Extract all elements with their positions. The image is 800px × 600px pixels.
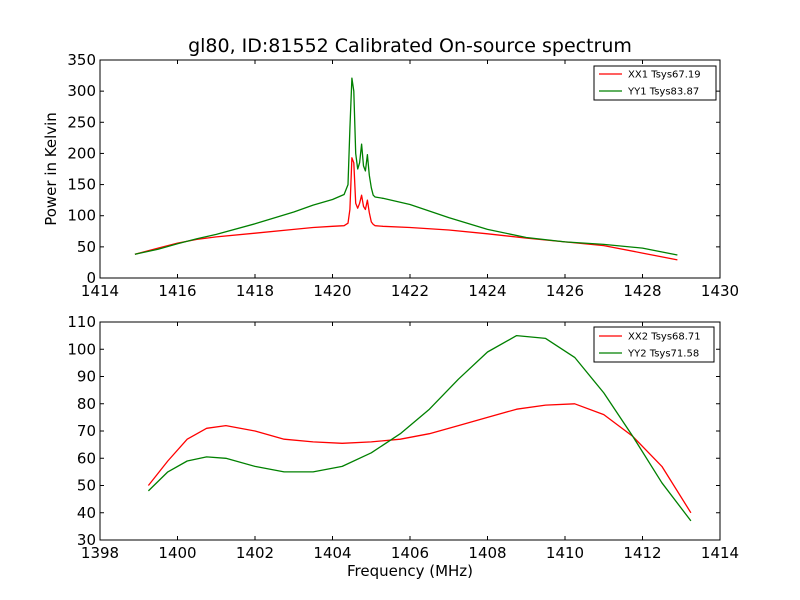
y-tick-label: 30 bbox=[77, 531, 96, 549]
y-tick-label: 40 bbox=[77, 504, 96, 522]
y-tick-label: 90 bbox=[77, 368, 96, 386]
top-chart-panel: gl80, ID:81552 Calibrated On-source spec… bbox=[42, 35, 739, 300]
y-tick-label: 60 bbox=[77, 449, 96, 467]
y-tick-label: 0 bbox=[86, 269, 96, 287]
series-line-0-1 bbox=[134, 77, 678, 256]
chart-title: gl80, ID:81552 Calibrated On-source spec… bbox=[188, 35, 632, 57]
top-plot-area: 1414 1416 1418 1420 1422 1424 1426 1428 1430 0 50 1… bbox=[67, 51, 739, 300]
bottom-legend: XX2 Tsys68.71 YY2 Tsys71.58 bbox=[593, 326, 715, 363]
y-tick-label: 250 bbox=[67, 113, 96, 131]
x-axis-label: Frequency (MHz) bbox=[347, 562, 473, 580]
x-tick-label: 1426 bbox=[546, 282, 584, 300]
series-line-0-0 bbox=[134, 157, 678, 261]
x-tick-label: 1408 bbox=[468, 544, 506, 562]
legend-label-xx1: XX1 Tsys67.19 bbox=[628, 70, 701, 81]
y-tick-label: 200 bbox=[67, 144, 96, 162]
x-tick-label: 1422 bbox=[391, 282, 429, 300]
x-tick-label: 1400 bbox=[158, 544, 196, 562]
x-tick-label: 1414 bbox=[81, 282, 119, 300]
x-tick-label: 1398 bbox=[81, 544, 119, 562]
x-tick-label: 1418 bbox=[236, 282, 274, 300]
x-tick-label: 1410 bbox=[546, 544, 584, 562]
y-tick-label: 80 bbox=[77, 395, 96, 413]
bottom-plot-area: 1398 1400 1402 1404 1406 1408 1410 1412 1414 30 40… bbox=[67, 313, 739, 562]
legend-box bbox=[593, 65, 717, 101]
y-tick-label: 300 bbox=[67, 82, 96, 100]
x-tick-label: 1406 bbox=[391, 544, 429, 562]
y-tick-label: 100 bbox=[67, 340, 96, 358]
x-tick-label: 1416 bbox=[158, 282, 196, 300]
y-axis-label: Power in Kelvin bbox=[42, 112, 60, 226]
legend-label-yy2: YY2 Tsys71.58 bbox=[627, 349, 699, 360]
bottom-chart-panel: Frequency (MHz) 1398 1400 1402 1404 1406 1408… bbox=[67, 313, 739, 580]
y-tick-label: 350 bbox=[67, 51, 96, 69]
y-tick-label: 100 bbox=[67, 207, 96, 225]
y-tick-label: 50 bbox=[77, 477, 96, 495]
series-line-1-1 bbox=[147, 334, 692, 522]
x-tick-label: 1430 bbox=[701, 282, 739, 300]
y-tick-label: 110 bbox=[67, 313, 96, 331]
y-tick-label: 50 bbox=[77, 238, 96, 256]
top-legend: XX1 Tsys67.19 YY1 Tsys83.87 bbox=[593, 65, 717, 101]
x-tick-label: 1414 bbox=[701, 544, 739, 562]
x-tick-label: 1428 bbox=[623, 282, 661, 300]
x-tick-label: 1402 bbox=[236, 544, 274, 562]
legend-label-yy1: YY1 Tsys83.87 bbox=[627, 87, 699, 98]
x-tick-label: 1424 bbox=[468, 282, 506, 300]
x-tick-label: 1420 bbox=[313, 282, 351, 300]
y-tick-label: 150 bbox=[67, 176, 96, 194]
y-tick-label: 70 bbox=[77, 422, 96, 440]
x-tick-label: 1412 bbox=[623, 544, 661, 562]
x-tick-label: 1404 bbox=[313, 544, 351, 562]
series-line-1-0 bbox=[147, 403, 692, 514]
legend-label-xx2: XX2 Tsys68.71 bbox=[628, 332, 701, 343]
legend-box bbox=[593, 326, 715, 363]
